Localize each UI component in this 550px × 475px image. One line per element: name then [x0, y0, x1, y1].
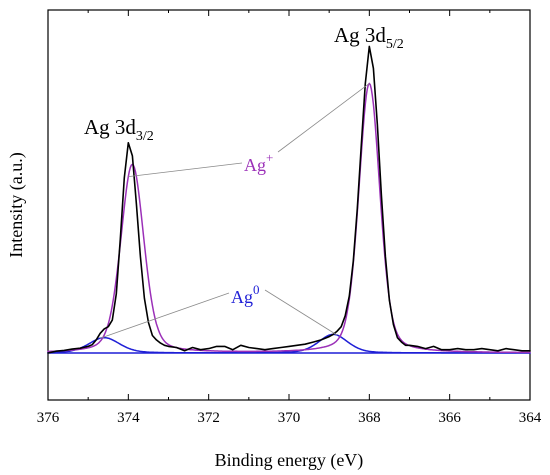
annotation-leader-line: [100, 292, 230, 339]
plot-frame: [47, 9, 531, 401]
leader-lines-layer: [100, 83, 370, 339]
peak-label: Ag 3d5/2: [334, 23, 404, 52]
x-tick-label: 374: [117, 410, 140, 426]
annotation-leader-line: [277, 83, 370, 153]
curves-layer: [47, 45, 531, 354]
annotation-leader-line: [264, 289, 338, 336]
y-axis-title: Intensity (a.u.): [6, 152, 27, 257]
species-label: Ag0: [231, 282, 260, 307]
peak-label: Ag 3d3/2: [84, 115, 154, 144]
x-tick-label: 366: [438, 410, 461, 426]
ag-plus-fit-line: [47, 82, 531, 354]
x-tick-label: 368: [358, 410, 381, 426]
x-tick-label: 364: [519, 410, 542, 426]
x-tick-label: 372: [197, 410, 220, 426]
x-tick-label: 376: [37, 410, 60, 426]
x-tick-label: 370: [278, 410, 301, 426]
x-ticks-layer: 376 374 372 370 368 366 364: [37, 10, 542, 426]
x-axis-title: Binding energy (eV): [215, 450, 364, 471]
annotations-layer: Ag 3d3/2 Ag 3d5/2 Ag+ Ag0: [84, 23, 404, 307]
species-label: Ag+: [244, 150, 273, 175]
measured-spectrum-line: [47, 45, 531, 354]
ag-zero-fit-line: [47, 333, 531, 354]
annotation-leader-line: [128, 162, 243, 178]
